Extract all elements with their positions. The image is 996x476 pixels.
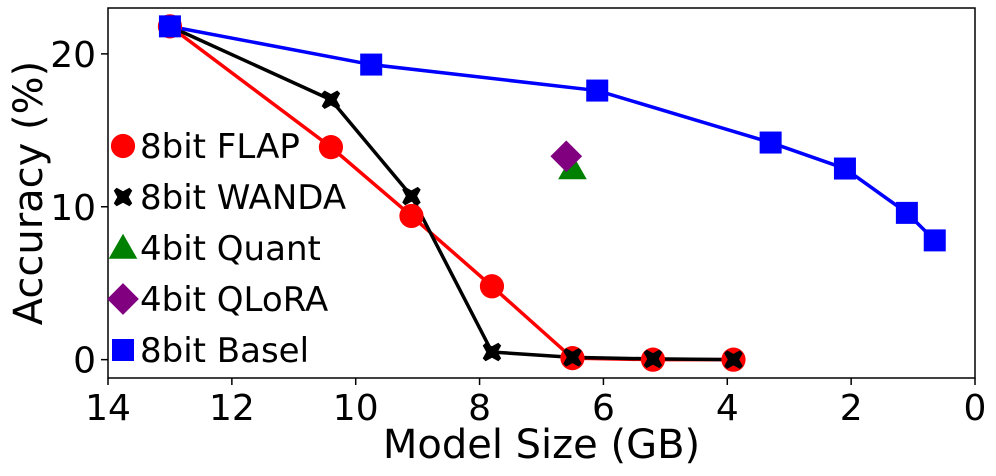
legend-label-8bit-basel: 8bit Basel: [140, 331, 309, 371]
data-point-8bit-wanda: [563, 348, 582, 367]
x-tick-label: 2: [840, 388, 863, 429]
x-tick-label: 12: [209, 388, 255, 429]
y-tick-label: 0: [73, 341, 96, 382]
data-point-8bit-basel: [895, 201, 918, 224]
x-axis-label: Model Size (GB): [383, 422, 700, 468]
data-point-4bit-qlora: [550, 140, 583, 173]
legend-marker-8bit-basel: [112, 339, 134, 361]
legend-marker-8bit-flap: [110, 133, 136, 159]
series-markers: [157, 14, 946, 372]
data-point-8bit-flap: [399, 203, 424, 229]
y-axis-label: Accuracy (%): [6, 61, 52, 326]
data-point-8bit-flap: [318, 135, 344, 160]
legend-label-4bit-qlora: 4bit QLoRA: [140, 280, 328, 320]
legend-label-8bit-wanda: 8bit WANDA: [140, 178, 346, 218]
x-tick-label: 8: [468, 388, 491, 429]
data-point-4bit-quant: [558, 154, 587, 180]
data-point-8bit-basel: [759, 131, 782, 154]
x-tick-label: 10: [333, 388, 379, 429]
data-point-8bit-basel: [923, 229, 946, 252]
legend-marker-4bit-qlora: [107, 283, 139, 315]
plot-frame: [107, 7, 976, 379]
x-tick-label: 4: [716, 388, 739, 429]
legend-marker-8bit-wanda: [113, 187, 133, 207]
data-point-8bit-wanda: [724, 350, 743, 369]
data-point-8bit-basel: [360, 53, 383, 76]
x-tick-label: 6: [592, 388, 615, 429]
legend: 8bit FLAP 8bit WANDA 4bit Quant 4bit QLoRA 8…: [107, 127, 346, 371]
x-tick-label: 0: [964, 388, 987, 429]
x-tick-label: 14: [85, 388, 131, 429]
data-point-8bit-basel: [158, 15, 181, 38]
legend-label-4bit-quant: 4bit Quant: [140, 229, 321, 269]
data-point-8bit-wanda: [643, 349, 663, 369]
data-point-8bit-wanda: [321, 90, 341, 109]
data-point-8bit-wanda: [402, 186, 421, 206]
legend-label-8bit-flap: 8bit FLAP: [140, 127, 300, 167]
data-point-8bit-flap: [479, 274, 505, 299]
y-tick-label: 10: [50, 188, 96, 229]
data-point-8bit-basel: [586, 79, 609, 102]
legend-marker-4bit-quant: [108, 233, 138, 259]
data-point-8bit-basel: [833, 157, 856, 180]
y-tick-label: 20: [50, 35, 96, 76]
data-point-8bit-wanda: [482, 342, 502, 362]
